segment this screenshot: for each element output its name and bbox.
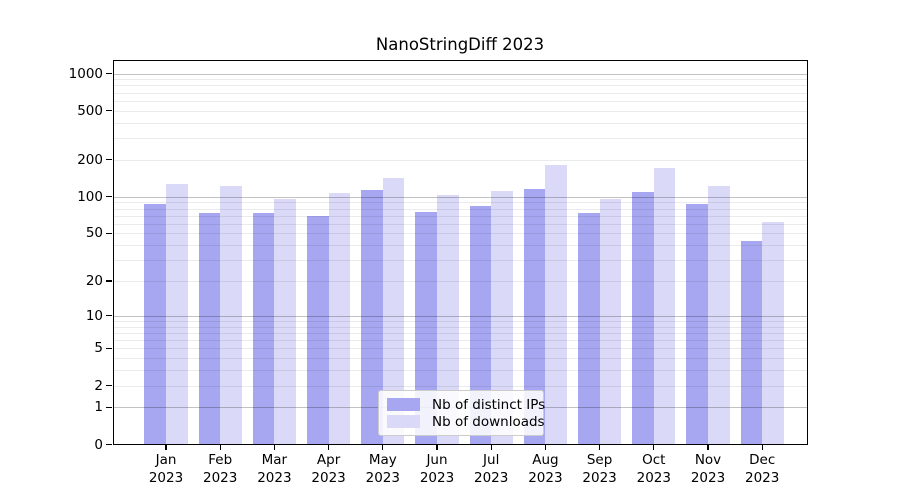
x-tick-aug-2023 (544, 444, 546, 450)
y-tick-100 (106, 196, 112, 198)
y-tick-5 (106, 347, 112, 349)
legend-label-downloads: Nb of downloads (432, 413, 545, 430)
x-tick-label-sep-2023: Sep 2023 (582, 452, 617, 486)
y-tick-200 (106, 159, 112, 161)
x-tick-feb-2023 (219, 444, 221, 450)
y-tick-2 (106, 384, 112, 387)
y-tick-label-1000: 1000 (68, 65, 103, 82)
legend: Nb of distinct IPs Nb of downloads (378, 390, 545, 436)
y-tick-label-50: 50 (85, 225, 103, 242)
y-tick-label-1: 1 (94, 399, 103, 416)
x-tick-apr-2023 (328, 444, 330, 450)
plot-frame (112, 60, 808, 445)
y-tick-1 (106, 406, 112, 408)
x-tick-label-nov-2023: Nov 2023 (690, 452, 726, 486)
x-tick-oct-2023 (653, 444, 655, 450)
x-tick-dec-2023 (761, 444, 763, 450)
x-tick-mar-2023 (273, 444, 275, 450)
x-tick-jun-2023 (436, 444, 438, 450)
x-tick-label-oct-2023: Oct 2023 (636, 452, 671, 486)
y-tick-label-200: 200 (77, 151, 103, 168)
x-tick-jul-2023 (490, 444, 492, 450)
x-tick-nov-2023 (707, 444, 709, 450)
y-tick-label-20: 20 (85, 273, 103, 289)
x-tick-label-aug-2023: Aug 2023 (528, 452, 563, 486)
x-tick-label-dec-2023: Dec 2023 (745, 452, 780, 486)
y-tick-20 (106, 280, 112, 282)
y-tick-50 (106, 232, 112, 234)
y-tick-label-5: 5 (94, 340, 103, 357)
x-tick-label-jun-2023: Jun 2023 (419, 452, 455, 486)
legend-swatch-distinct-ips (387, 398, 420, 411)
x-tick-jan-2023 (165, 444, 167, 450)
y-tick-1000 (106, 72, 112, 75)
x-tick-label-apr-2023: Apr 2023 (311, 452, 346, 486)
legend-swatch-downloads (387, 415, 420, 428)
y-tick-label-100: 100 (77, 188, 103, 205)
y-tick-label-0: 0 (94, 436, 103, 453)
y-tick-500 (106, 110, 112, 112)
y-tick-label-500: 500 (77, 102, 103, 119)
y-tick-label-10: 10 (85, 307, 103, 324)
y-tick-label-2: 2 (94, 377, 103, 394)
x-tick-may-2023 (382, 444, 384, 450)
x-tick-label-mar-2023: Mar 2023 (257, 452, 292, 486)
x-tick-label-may-2023: May 2023 (365, 452, 400, 486)
chart-title: NanoStringDiff 2023 (375, 35, 545, 54)
y-tick-0 (106, 443, 112, 446)
y-tick-10 (106, 315, 112, 317)
x-tick-label-feb-2023: Feb 2023 (203, 452, 238, 486)
legend-row-distinct-ips: Nb of distinct IPs (387, 397, 545, 413)
legend-row-downloads: Nb of downloads (387, 414, 545, 430)
x-tick-label-jul-2023: Jul 2023 (474, 452, 509, 486)
x-tick-label-jan-2023: Jan 2023 (148, 452, 184, 486)
x-tick-sep-2023 (599, 444, 601, 450)
legend-label-distinct-ips: Nb of distinct IPs (432, 396, 546, 413)
